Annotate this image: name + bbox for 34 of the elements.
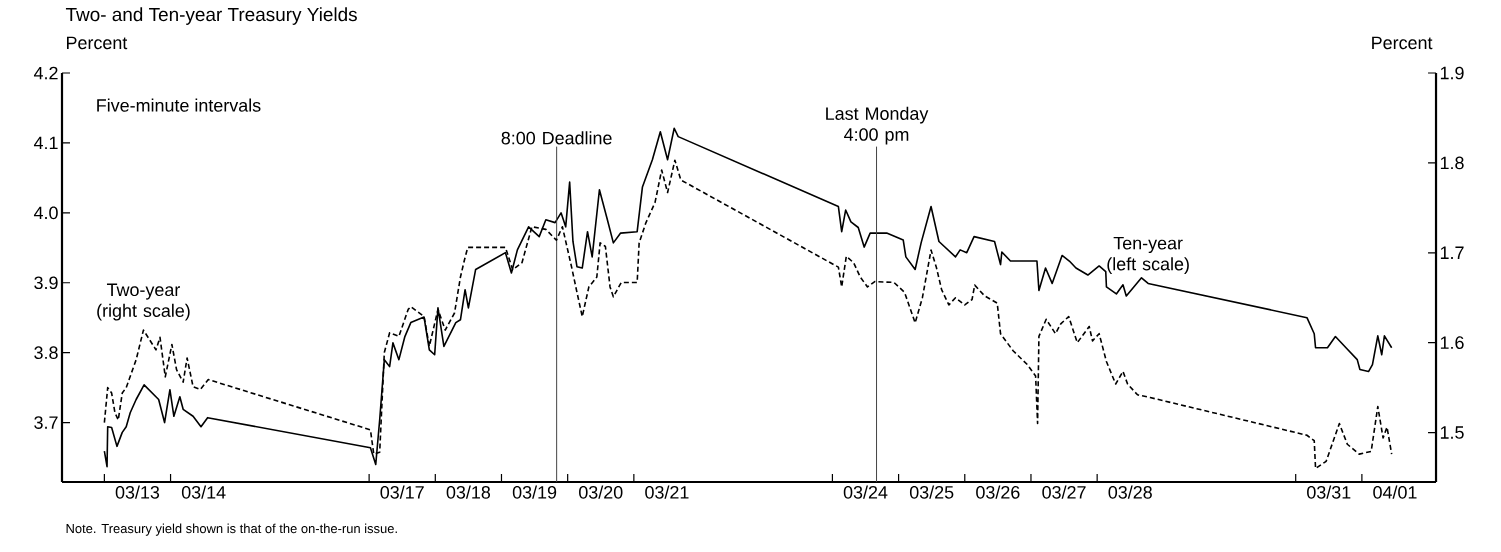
x-tick-label: 04/01	[1373, 485, 1417, 499]
x-tick-label: 03/18	[446, 485, 491, 499]
y-tick-label: 4.2	[33, 66, 58, 80]
x-tick-label: 03/14	[181, 485, 226, 499]
series-label: Two-year (right scale)	[97, 283, 190, 321]
y-tick-label: 3.7	[34, 416, 58, 429]
x-tick-label: 03/17	[380, 485, 424, 499]
x-tick-label: 03/28	[1108, 485, 1152, 499]
x-tick-label: 03/19	[512, 485, 557, 499]
annotation: Five-minute intervals	[97, 98, 261, 112]
x-tick-label: 03/26	[976, 485, 1020, 499]
x-tick-label: 03/21	[645, 485, 689, 499]
y-tick-label: 4.0	[33, 206, 58, 220]
x-tick-label: 03/27	[1042, 485, 1086, 499]
y2-tick-label: 1.8	[1440, 156, 1464, 170]
x-tick-label: 03/24	[843, 485, 888, 499]
y-tick-label: 4.1	[33, 136, 58, 150]
y-axis-title: Percent	[66, 36, 128, 50]
x-tick-label: 03/20	[579, 485, 623, 499]
ref-line-label: Last Monday 4:00 pm	[826, 106, 929, 145]
text: Note. Treasury yield shown is that of the on-the-run issue.	[66, 523, 397, 536]
y2-axis-title: Percent	[1372, 36, 1433, 50]
ref-line-label: 8:00 Deadline	[501, 131, 612, 145]
y2-tick-label: 1.9	[1440, 66, 1464, 80]
x-tick-label: 03/13	[115, 485, 160, 499]
y-tick-label: 3.8	[34, 346, 58, 359]
chart-title: Two- and Ten-year Treasury Yields	[65, 7, 357, 25]
y-tick-label: 3.9	[34, 276, 58, 290]
y2-tick-label: 1.7	[1440, 246, 1464, 259]
y2-tick-label: 1.5	[1440, 426, 1464, 439]
x-tick-label: 03/25	[909, 485, 954, 499]
series-label: Ten-year (left scale)	[1107, 236, 1189, 274]
y2-tick-label: 1.6	[1440, 336, 1464, 350]
x-tick-label: 03/31	[1307, 485, 1351, 499]
